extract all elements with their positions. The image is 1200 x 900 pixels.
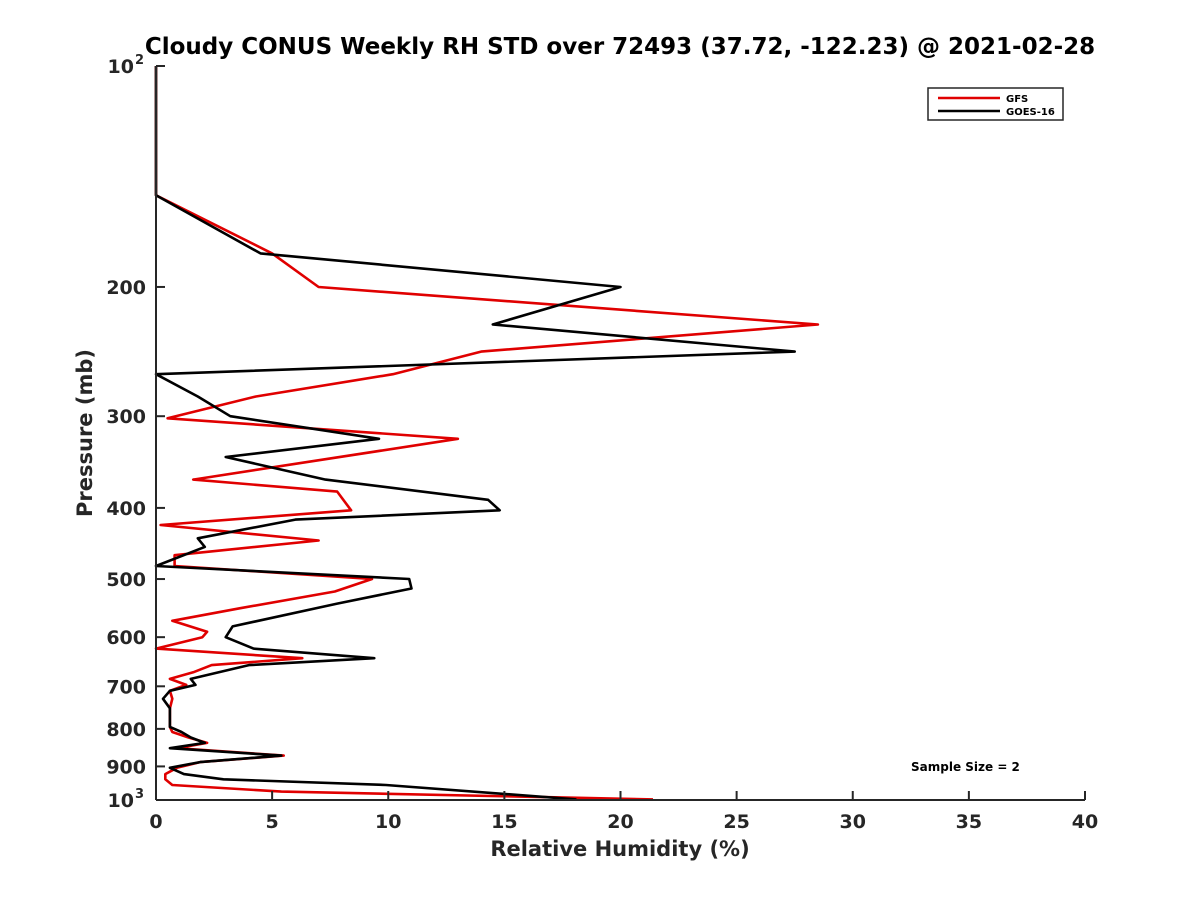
y-tick-label: 10	[108, 790, 134, 812]
y-tick-label: 900	[106, 756, 146, 778]
y-tick-label: 200	[106, 277, 146, 299]
y-tick-label: 500	[106, 569, 146, 591]
x-tick-label: 10	[375, 811, 401, 833]
x-tick-label: 30	[840, 811, 866, 833]
x-tick-label: 5	[266, 811, 279, 833]
series-line-goes16	[154, 66, 797, 801]
legend-label-goes16: GOES-16	[1006, 107, 1055, 118]
y-axis-label: Pressure (mb)	[73, 349, 97, 517]
x-tick-label: 15	[491, 811, 517, 833]
y-tick-label: 10	[108, 56, 134, 78]
y-tick-exponent: 2	[135, 53, 144, 68]
y-tick-label: 300	[106, 406, 146, 428]
y-tick-exponent: 3	[135, 787, 144, 802]
chart-title: Cloudy CONUS Weekly RH STD over 72493 (3…	[145, 34, 1095, 60]
y-tick-label: 800	[106, 719, 146, 741]
y-tick-label: 400	[106, 498, 146, 520]
x-axis-label: Relative Humidity (%)	[490, 837, 749, 861]
x-axis-ticks: 0 5 10 15 20 25 30 35 40	[149, 791, 1098, 833]
legend-label-gfs: GFS	[1006, 94, 1028, 105]
sample-size-annotation: Sample Size = 2	[911, 760, 1020, 774]
x-tick-label: 0	[149, 811, 162, 833]
x-tick-label: 25	[723, 811, 749, 833]
x-tick-label: 40	[1072, 811, 1098, 833]
x-tick-label: 35	[956, 811, 982, 833]
legend: GFS GOES-16	[927, 87, 1064, 121]
plot-series	[154, 66, 820, 801]
x-tick-label: 20	[607, 811, 633, 833]
y-tick-label: 700	[106, 676, 146, 698]
legend-box	[927, 87, 1064, 121]
series-line-gfs	[154, 66, 820, 801]
y-tick-label: 600	[106, 627, 146, 649]
